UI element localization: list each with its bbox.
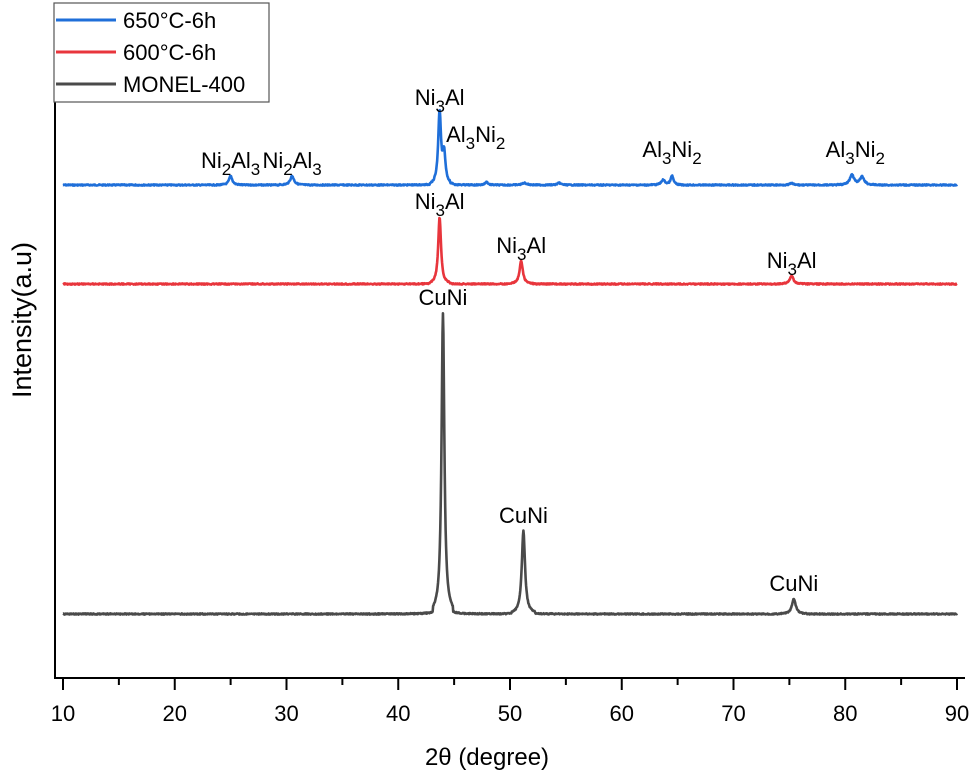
peak-label: CuNi [499, 503, 548, 528]
peak-label: Ni3Al [767, 248, 817, 279]
legend-label-650: 650°C-6h [123, 8, 216, 33]
x-tick-label: 50 [498, 701, 522, 726]
x-tick-label: 80 [833, 701, 857, 726]
peak-label: Al3Ni2 [826, 137, 885, 168]
series-line-2 [62, 311, 959, 616]
x-axis-ticks: 10 20 30 40 50 60 70 80 90 [51, 678, 969, 726]
peak-label: CuNi [769, 571, 818, 596]
peak-label: Al3Ni2 [446, 122, 505, 153]
peak-label: Ni2Al3 [262, 148, 321, 179]
plot-lines [62, 108, 959, 616]
x-tick-label: 90 [945, 701, 969, 726]
peak-label: CuNi [418, 285, 467, 310]
series-line-0 [62, 108, 959, 187]
peak-label: Ni2Al3 [201, 148, 260, 179]
legend-label-monel: MONEL-400 [123, 72, 245, 97]
x-tick-label: 60 [610, 701, 634, 726]
peak-label: Al3Ni2 [642, 137, 701, 168]
x-tick-label: 30 [274, 701, 298, 726]
peak-label: Ni3Al [415, 189, 465, 220]
legend-label-600: 600°C-6h [123, 40, 216, 65]
y-axis-label: Intensity(a.u) [7, 242, 37, 398]
peak-annotations: Ni2Al3 Ni2Al3 Ni3Al Al3Ni2 Al3Ni2 Al3Ni2 Ni3Al… [201, 85, 885, 596]
x-axis-label: 2θ (degree) [425, 744, 549, 771]
legend: 650°C-6h 600°C-6h MONEL-400 [53, 2, 270, 103]
x-tick-label: 70 [721, 701, 745, 726]
series-line-1 [62, 216, 958, 286]
peak-label: Ni3Al [415, 85, 465, 116]
x-tick-label: 40 [386, 701, 410, 726]
x-tick-label: 10 [51, 701, 75, 726]
peak-label: Ni3Al [496, 233, 546, 264]
x-tick-label: 20 [163, 701, 187, 726]
